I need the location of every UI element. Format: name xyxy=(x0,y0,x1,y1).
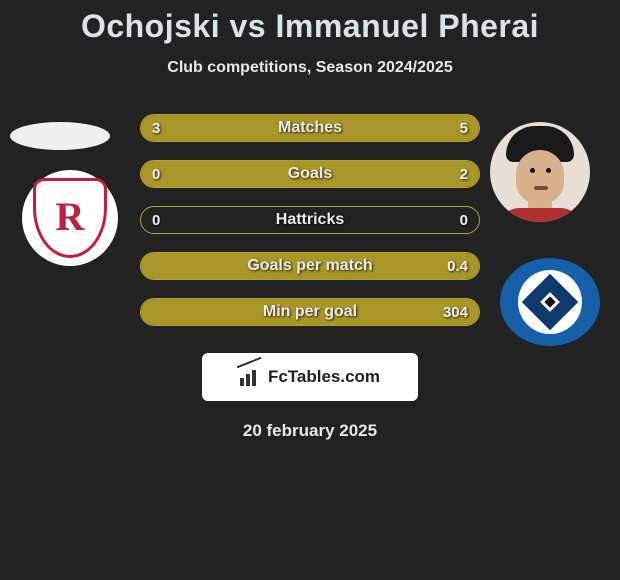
bar-right-fill xyxy=(141,161,479,187)
comparison-card: Ochojski vs Immanuel Pherai Club competi… xyxy=(0,0,620,441)
stat-bar xyxy=(140,252,480,280)
chart-icon xyxy=(240,368,262,386)
stat-bar xyxy=(140,206,480,234)
brand-text: FcTables.com xyxy=(268,367,380,387)
stat-rows: Matches35Goals02Hattricks00Goals per mat… xyxy=(0,105,620,335)
stat-bar xyxy=(140,298,480,326)
date-label: 20 february 2025 xyxy=(0,421,620,441)
stat-bar xyxy=(140,114,480,142)
stat-row: Matches35 xyxy=(0,105,620,151)
stat-bar xyxy=(140,160,480,188)
subtitle: Club competitions, Season 2024/2025 xyxy=(0,59,620,77)
bar-right-fill xyxy=(141,299,479,325)
stat-row: Hattricks00 xyxy=(0,197,620,243)
stat-row: Goals02 xyxy=(0,151,620,197)
page-title: Ochojski vs Immanuel Pherai xyxy=(0,8,620,45)
bar-left-fill xyxy=(141,115,266,141)
stat-row: Goals per match0.4 xyxy=(0,243,620,289)
bar-right-fill xyxy=(266,115,479,141)
stat-row: Min per goal304 xyxy=(0,289,620,335)
brand-badge[interactable]: FcTables.com xyxy=(202,353,418,401)
bar-right-fill xyxy=(141,253,479,279)
